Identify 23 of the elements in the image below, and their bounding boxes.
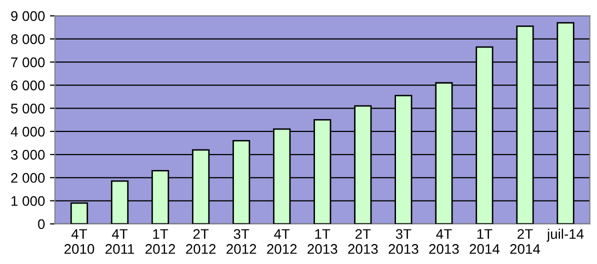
y-tick-label: 4 000 [10,126,45,137]
x-tick-label: 1T 2012 [146,229,176,254]
y-tick-label: 2 000 [11,172,45,183]
y-tick-label: 5 000 [11,104,45,114]
x-tick-label: 1T 2014 [470,229,500,254]
x-tick-label: 4T 2013 [429,229,459,254]
x-tick-label: 3T 2012 [226,229,256,254]
x-tick-label: 2T 2013 [348,229,378,254]
x-tick-label: 4T 2010 [64,229,94,254]
y-tick-label: 9 000 [11,11,45,22]
y-tick-label: 0 [38,219,45,230]
y-tick-label: 3 000 [10,150,45,160]
x-tick-label: 4T 2012 [267,229,297,254]
y-tick-label: 7 000 [11,57,45,68]
x-tick-label: 2T 2014 [510,229,540,254]
x-tick-label: 3T 2013 [388,229,418,254]
x-tick-label: 4T 2011 [106,229,134,254]
y-tick-label: 8 000 [11,34,45,44]
y-tick-label: 6 000 [11,80,45,90]
x-tick-label: 1T 2013 [308,229,338,254]
x-tick-label: juil-14 [546,228,584,242]
x-tick-label: 2T 2012 [186,229,216,254]
y-tick-label: 1 000 [12,196,45,206]
